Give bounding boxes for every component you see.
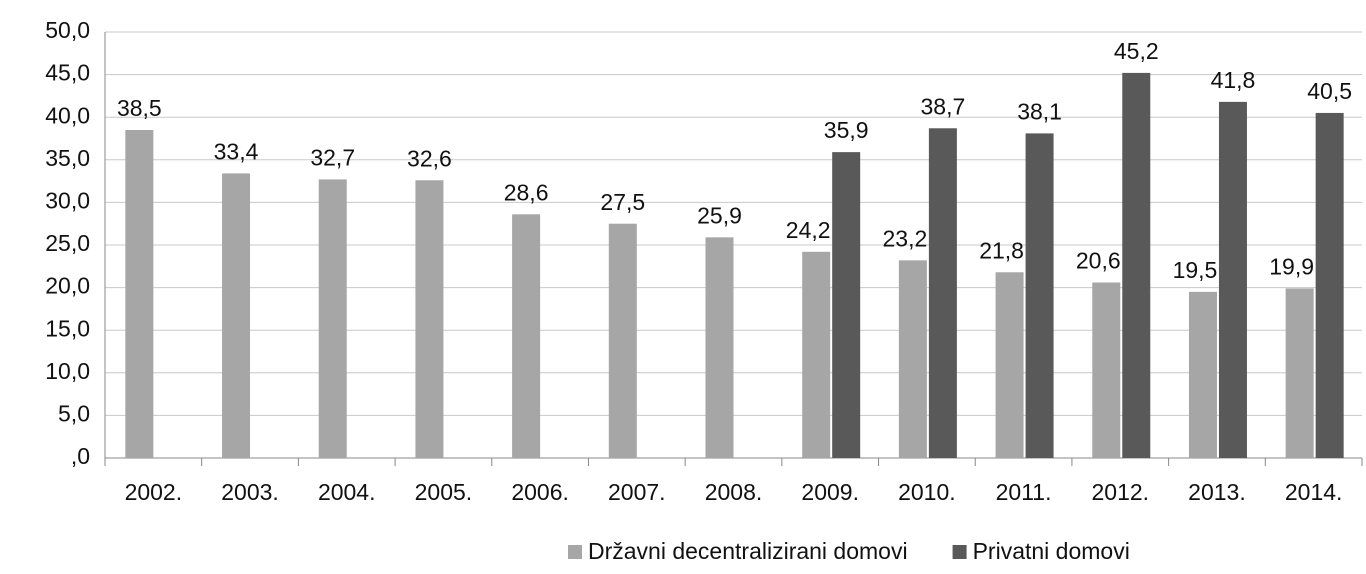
value-label: 40,5 — [1307, 78, 1352, 104]
value-label: 25,9 — [697, 202, 742, 228]
bar — [318, 179, 347, 458]
value-label: 33,4 — [214, 139, 259, 165]
value-label: 41,8 — [1211, 67, 1256, 93]
bar — [1025, 133, 1054, 458]
y-tick-label: 10,0 — [45, 358, 90, 384]
bar — [705, 237, 734, 458]
legend-label: Državni decentralizirani domovi — [588, 538, 908, 564]
bar — [1122, 72, 1151, 459]
y-tick-label: 45,0 — [45, 60, 90, 86]
x-tick-label: 2010. — [898, 479, 956, 505]
y-tick-label: 40,0 — [45, 102, 90, 128]
bar — [415, 180, 444, 459]
legend-swatch — [952, 545, 967, 559]
value-label: 38,7 — [921, 93, 966, 119]
value-label: 45,2 — [1114, 38, 1159, 64]
x-tick-label: 2004. — [318, 479, 376, 505]
value-label: 32,6 — [407, 145, 452, 171]
bar — [928, 128, 957, 458]
bar — [1285, 288, 1314, 458]
bar — [1218, 101, 1247, 458]
x-tick-label: 2014. — [1285, 479, 1343, 505]
value-label: 19,9 — [1269, 254, 1314, 280]
bar — [1092, 282, 1121, 458]
y-tick-label: ,0 — [71, 443, 90, 469]
value-label: 28,6 — [504, 179, 549, 205]
value-label: 20,6 — [1076, 248, 1121, 274]
x-tick-label: 2012. — [1091, 479, 1149, 505]
x-tick-label: 2011. — [996, 479, 1052, 505]
y-tick-label: 20,0 — [45, 273, 90, 299]
value-label: 23,2 — [883, 225, 928, 251]
y-tick-label: 35,0 — [45, 145, 90, 171]
value-label: 24,2 — [786, 217, 831, 243]
x-tick-label: 2008. — [705, 479, 763, 505]
bar — [125, 129, 154, 459]
x-tick-label: 2009. — [801, 479, 859, 505]
legend-label: Privatni domovi — [973, 538, 1130, 564]
x-tick-label: 2006. — [511, 479, 569, 505]
x-tick-label: 2013. — [1188, 479, 1246, 505]
y-tick-label: 25,0 — [45, 230, 90, 256]
bar — [222, 173, 251, 458]
bar — [995, 272, 1024, 458]
bar — [608, 223, 637, 458]
x-tick-label: 2003. — [221, 479, 279, 505]
bar — [802, 251, 831, 458]
x-tick-label: 2002. — [125, 479, 183, 505]
value-label: 38,1 — [1017, 98, 1062, 124]
bar — [512, 214, 541, 458]
y-tick-label: 5,0 — [58, 400, 90, 426]
bar — [832, 152, 861, 458]
y-tick-label: 30,0 — [45, 187, 90, 213]
value-label: 38,5 — [117, 95, 162, 121]
legend-swatch — [568, 545, 582, 559]
x-tick-label: 2005. — [415, 479, 473, 505]
y-tick-label: 50,0 — [45, 17, 90, 43]
x-tick-label: 2007. — [608, 479, 666, 505]
y-tick-label: 15,0 — [45, 315, 90, 341]
value-label: 35,9 — [824, 117, 869, 143]
bar — [898, 260, 927, 458]
value-label: 19,5 — [1173, 257, 1218, 283]
value-label: 32,7 — [310, 144, 355, 170]
value-label: 21,8 — [979, 237, 1024, 263]
bar — [1188, 291, 1217, 458]
value-label: 27,5 — [600, 189, 645, 215]
bar — [1315, 112, 1344, 458]
